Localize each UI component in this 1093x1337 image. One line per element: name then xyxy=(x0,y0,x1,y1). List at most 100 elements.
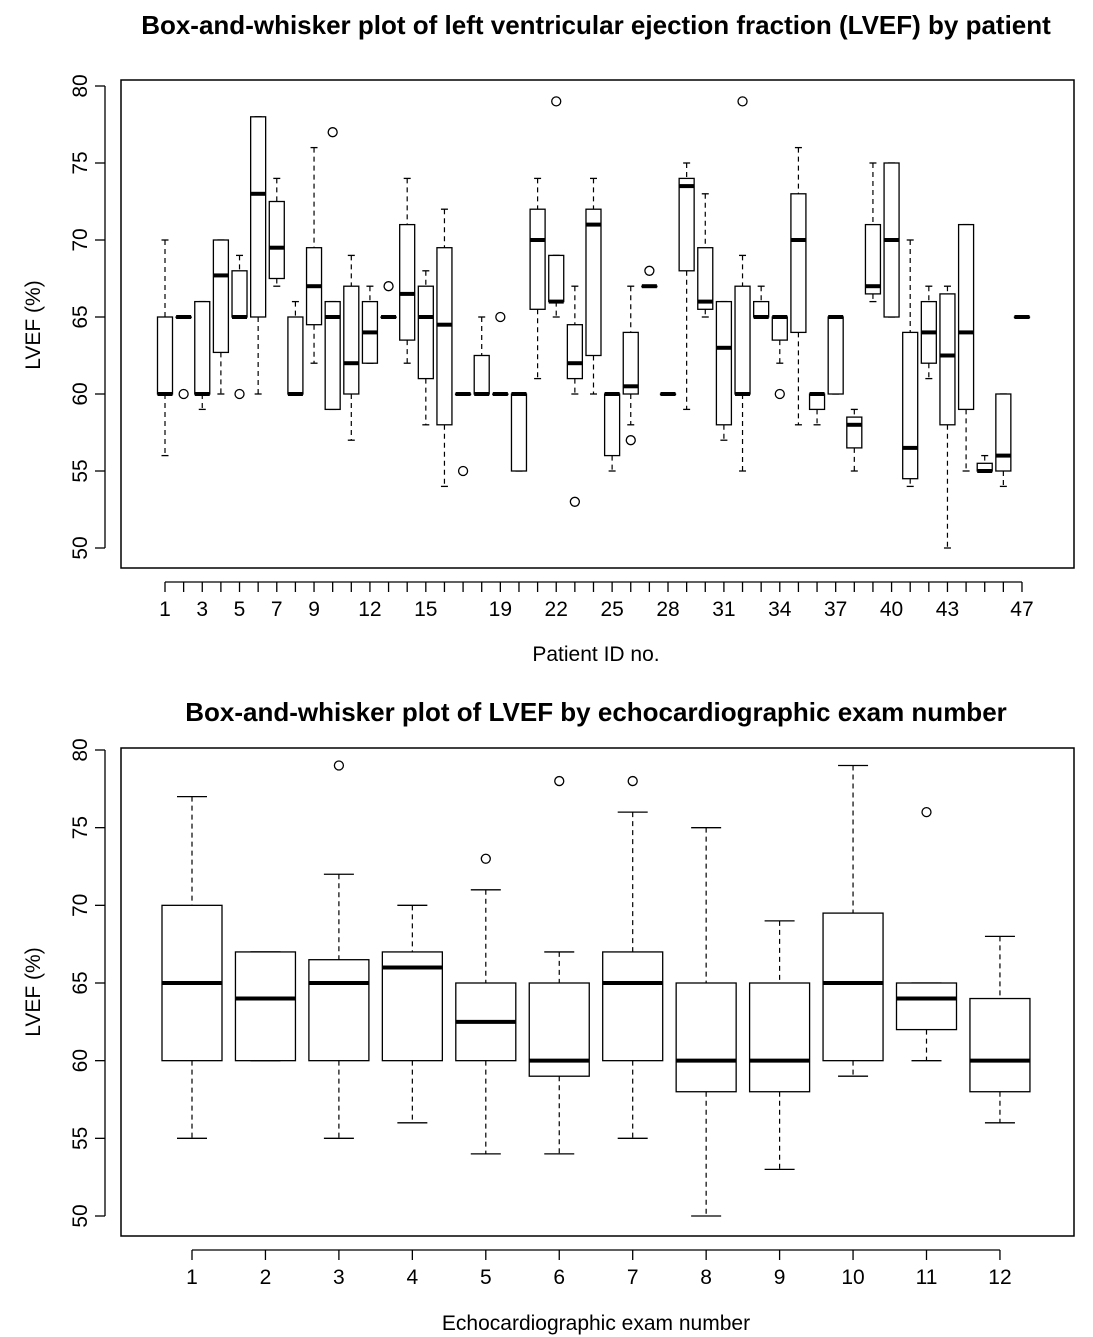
y-tick-label: 70 xyxy=(69,228,92,251)
box-36 xyxy=(808,392,826,426)
box-iqr xyxy=(771,316,788,341)
x-axis: 1 3 5 7 9 12 15 19 22 25 28 31 34 37 40 43 47 xyxy=(159,581,1034,621)
x-tick-label: 28 xyxy=(656,598,679,621)
box-iqr xyxy=(473,354,490,395)
box-25 xyxy=(603,392,621,472)
outlier-point xyxy=(627,775,638,787)
box-iqr xyxy=(287,316,304,395)
x-tick-label: 5 xyxy=(480,1266,492,1289)
box-iqr xyxy=(808,393,826,411)
box-2 xyxy=(234,951,297,1062)
x-tick-label: 37 xyxy=(824,598,847,621)
box-35 xyxy=(790,146,807,426)
x-tick-label: 5 xyxy=(234,598,246,621)
outlier-point xyxy=(737,96,748,107)
box-14 xyxy=(399,177,416,364)
patient-boxplot-chart: Box-and-whisker plot of left ventricular… xyxy=(22,10,1075,666)
y-tick-label: 75 xyxy=(69,151,92,174)
y-tick-label: 60 xyxy=(69,1049,92,1072)
box-iqr xyxy=(895,982,958,1031)
box-iqr xyxy=(846,416,863,449)
x-tick-label: 12 xyxy=(358,598,381,621)
box-46 xyxy=(995,393,1012,488)
box-7 xyxy=(268,177,285,287)
outlier-point xyxy=(495,311,506,323)
outlier-point xyxy=(644,265,655,276)
box-iqr xyxy=(790,193,807,334)
box-40 xyxy=(883,162,900,318)
outlier-point xyxy=(774,388,785,400)
box-16 xyxy=(436,208,453,488)
x-tick-label: 47 xyxy=(1010,598,1033,621)
box-iqr xyxy=(381,951,444,1062)
box-iqr xyxy=(268,200,285,280)
box-34 xyxy=(771,315,788,400)
box-iqr xyxy=(585,208,602,357)
box-iqr xyxy=(995,393,1012,472)
box-5 xyxy=(231,254,248,400)
box-iqr xyxy=(603,393,621,457)
plot-frame xyxy=(120,79,1075,569)
x-axis: 1 2 3 4 5 6 7 8 9 10 11 12 xyxy=(186,1249,1012,1289)
x-tick-label: 2 xyxy=(260,1266,272,1289)
box-iqr xyxy=(675,982,737,1093)
outlier-point xyxy=(480,853,491,864)
y-tick-label: 60 xyxy=(69,382,92,405)
y-tick-label: 75 xyxy=(69,816,92,839)
box-iqr xyxy=(308,959,370,1062)
plot-frame xyxy=(120,747,1075,1237)
box-iqr xyxy=(822,912,884,1062)
y-tick-label: 50 xyxy=(69,536,92,559)
x-tick-label: 7 xyxy=(271,598,283,621)
box-12 xyxy=(361,285,379,364)
box-38 xyxy=(846,408,863,472)
box-8 xyxy=(675,827,737,1217)
box-iqr xyxy=(156,316,174,395)
box-13 xyxy=(380,281,397,319)
exam-boxplot-chart: Box-and-whisker plot of LVEF by echocard… xyxy=(22,697,1075,1335)
box-42 xyxy=(920,285,937,380)
box-iqr xyxy=(417,285,434,380)
box-3 xyxy=(194,300,211,411)
box-5 xyxy=(455,853,517,1155)
x-axis-label: Echocardiographic exam number xyxy=(442,1312,750,1335)
outlier-point xyxy=(554,775,565,787)
box-iqr xyxy=(902,331,919,480)
box-iqr xyxy=(343,285,360,395)
box-iqr xyxy=(697,247,714,310)
x-tick-label: 9 xyxy=(774,1266,786,1289)
outlier-point xyxy=(921,806,932,818)
box-10 xyxy=(324,127,341,411)
box-1 xyxy=(161,795,223,1139)
outlier-point xyxy=(234,388,245,400)
box-11 xyxy=(895,806,958,1062)
box-iqr xyxy=(529,208,546,310)
box-29 xyxy=(678,162,695,411)
x-tick-label: 4 xyxy=(407,1266,419,1289)
x-tick-label: 25 xyxy=(600,598,623,621)
y-tick-label: 80 xyxy=(69,74,92,97)
box-iqr xyxy=(324,300,341,411)
box-17 xyxy=(454,392,472,477)
box-43 xyxy=(939,285,956,549)
box-8 xyxy=(287,300,304,396)
outlier-point xyxy=(569,496,581,507)
box-iqr xyxy=(510,393,528,472)
box-iqr xyxy=(194,300,211,395)
box-iqr xyxy=(548,254,565,303)
box-iqr xyxy=(678,177,695,272)
box-iqr xyxy=(864,223,882,295)
box-iqr xyxy=(753,300,770,318)
x-axis-label: Patient ID no. xyxy=(532,643,659,666)
outlier-point xyxy=(551,96,562,107)
y-axis-label: LVEF (%) xyxy=(22,280,45,369)
outlier-point xyxy=(327,127,338,138)
box-iqr xyxy=(602,951,664,1062)
box-6 xyxy=(528,775,590,1155)
box-iqr xyxy=(748,982,811,1093)
y-tick-label: 55 xyxy=(69,459,92,482)
box-iqr xyxy=(957,223,975,411)
x-tick-label: 3 xyxy=(333,1266,345,1289)
box-series xyxy=(161,760,1031,1217)
